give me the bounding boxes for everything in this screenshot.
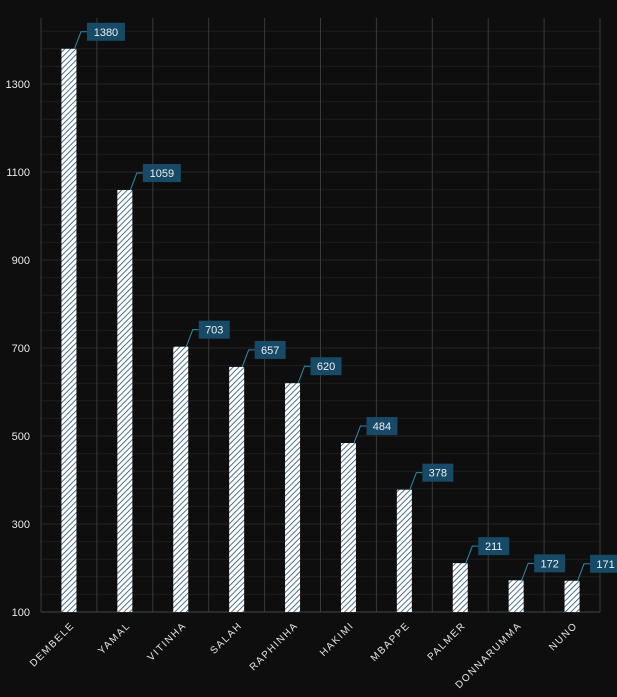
data-label-box [86,22,125,41]
data-label: 1380 [94,27,118,39]
x-tick-label: PALMER [426,620,469,663]
bar-mbappe [396,489,412,612]
data-label-box [478,537,510,556]
y-axis: 100 300 500 700 900 1100 1300 [6,79,30,619]
data-label: 1059 [150,168,174,180]
y-tick-label: 300 [12,519,30,531]
data-label-box [590,554,617,573]
bar-donnarumma [508,580,524,612]
data-label-box [198,320,230,339]
leader-line [241,349,255,368]
bar-raphinha [285,383,301,612]
y-tick-label: 900 [12,255,30,267]
y-tick-label: 500 [12,431,30,443]
data-labels: 1380 1059 703 657 620 484 378 211 172 171 [73,22,617,581]
data-label: 657 [261,345,279,357]
leader-line [129,172,143,191]
bar-yamal [117,190,133,613]
data-label: 171 [596,559,614,571]
x-axis: DEMBELE YAMAL VITINHA SALAH RAPHINHA HAKIMI MB… [28,620,580,691]
leader-line [577,563,591,581]
y-tick-label: 1300 [6,79,30,91]
leader-line [185,329,199,347]
data-label: 484 [373,421,391,433]
leader-line [465,545,479,564]
leader-line [353,425,367,444]
bar-palmer [452,563,468,612]
y-tick-label: 1100 [6,167,30,179]
bars [61,48,580,613]
y-tick-label: 700 [12,343,30,355]
bar-dembele [61,48,77,613]
x-tick-label: RAPHINHA [248,620,301,673]
leader-line [73,31,87,49]
data-label: 620 [317,361,335,373]
data-label-box [142,164,181,183]
x-tick-label: HAKIMI [318,620,357,659]
bar-salah [229,366,245,612]
data-label-box [254,340,286,359]
data-label-box [422,463,454,482]
x-tick-label: DEMBELE [28,620,77,669]
data-label: 378 [429,468,447,480]
data-label-box [366,417,398,436]
x-tick-label: SALAH [208,620,244,656]
grid [40,18,601,613]
data-label-box [310,357,342,376]
bar-nuno [564,580,580,612]
data-label-box [534,554,566,573]
x-tick-label: MBAPPE [369,620,413,664]
x-tick-label: VITINHA [146,620,189,663]
x-tick-label: NUNO [547,620,580,653]
x-tick-label: YAMAL [96,620,133,657]
y-tick-label: 100 [12,607,30,619]
leader-line [409,472,423,490]
data-label: 703 [205,325,223,337]
data-label: 172 [540,558,558,570]
leader-line [521,562,535,581]
bar-hakimi [340,443,356,612]
bar-vitinha [173,346,189,612]
data-label: 211 [485,541,503,553]
leader-line [297,365,311,384]
